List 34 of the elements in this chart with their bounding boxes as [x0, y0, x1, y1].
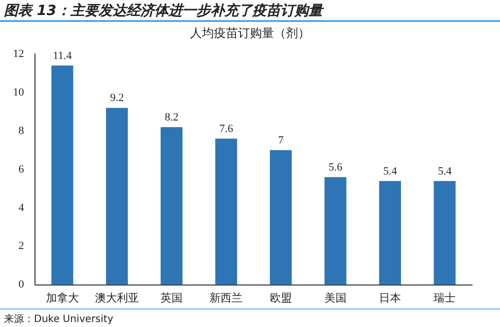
data-label: 5.6	[328, 161, 343, 174]
x-tick-label: 英国	[160, 291, 183, 304]
data-label: 5.4	[383, 165, 398, 178]
y-tick-label: 4	[18, 202, 24, 214]
bar	[106, 108, 128, 285]
data-label: 5.4	[438, 165, 452, 178]
y-tick-label: 10	[13, 86, 24, 98]
x-tick-label: 新西兰	[210, 291, 243, 304]
x-tick-label: 澳大利亚	[94, 291, 139, 304]
chart-title: 图表 13：主要发达经济体进一步补充了疫苗订购量	[4, 2, 322, 20]
chart-subtitle: 人均疫苗订购量（剂）	[189, 25, 311, 42]
data-label: 7	[278, 134, 284, 147]
data-label: 7.6	[219, 123, 234, 136]
source-note: 来源：Duke University	[4, 312, 114, 326]
bar	[379, 180, 401, 285]
bar	[160, 127, 182, 285]
y-tick-label: 8	[18, 124, 24, 137]
x-tick-label: 加拿大	[46, 291, 79, 304]
x-tick-label: 日本	[379, 291, 402, 304]
bar	[215, 138, 238, 285]
bar	[324, 177, 346, 285]
data-label: 9.2	[110, 92, 124, 104]
y-tick-label: 2	[18, 240, 24, 252]
data-label: 8.2	[164, 111, 178, 124]
x-tick-label: 瑞士	[434, 291, 456, 304]
y-tick-label: 12	[13, 48, 24, 60]
y-tick-label: 6	[18, 163, 24, 176]
y-tick-label: 0	[18, 278, 24, 291]
bar	[51, 66, 74, 285]
bar	[434, 180, 456, 285]
data-label: 11.4	[52, 50, 72, 62]
x-tick-label: 美国	[324, 291, 346, 304]
x-tick-label: 欧盟	[270, 291, 292, 304]
bar	[270, 150, 292, 285]
